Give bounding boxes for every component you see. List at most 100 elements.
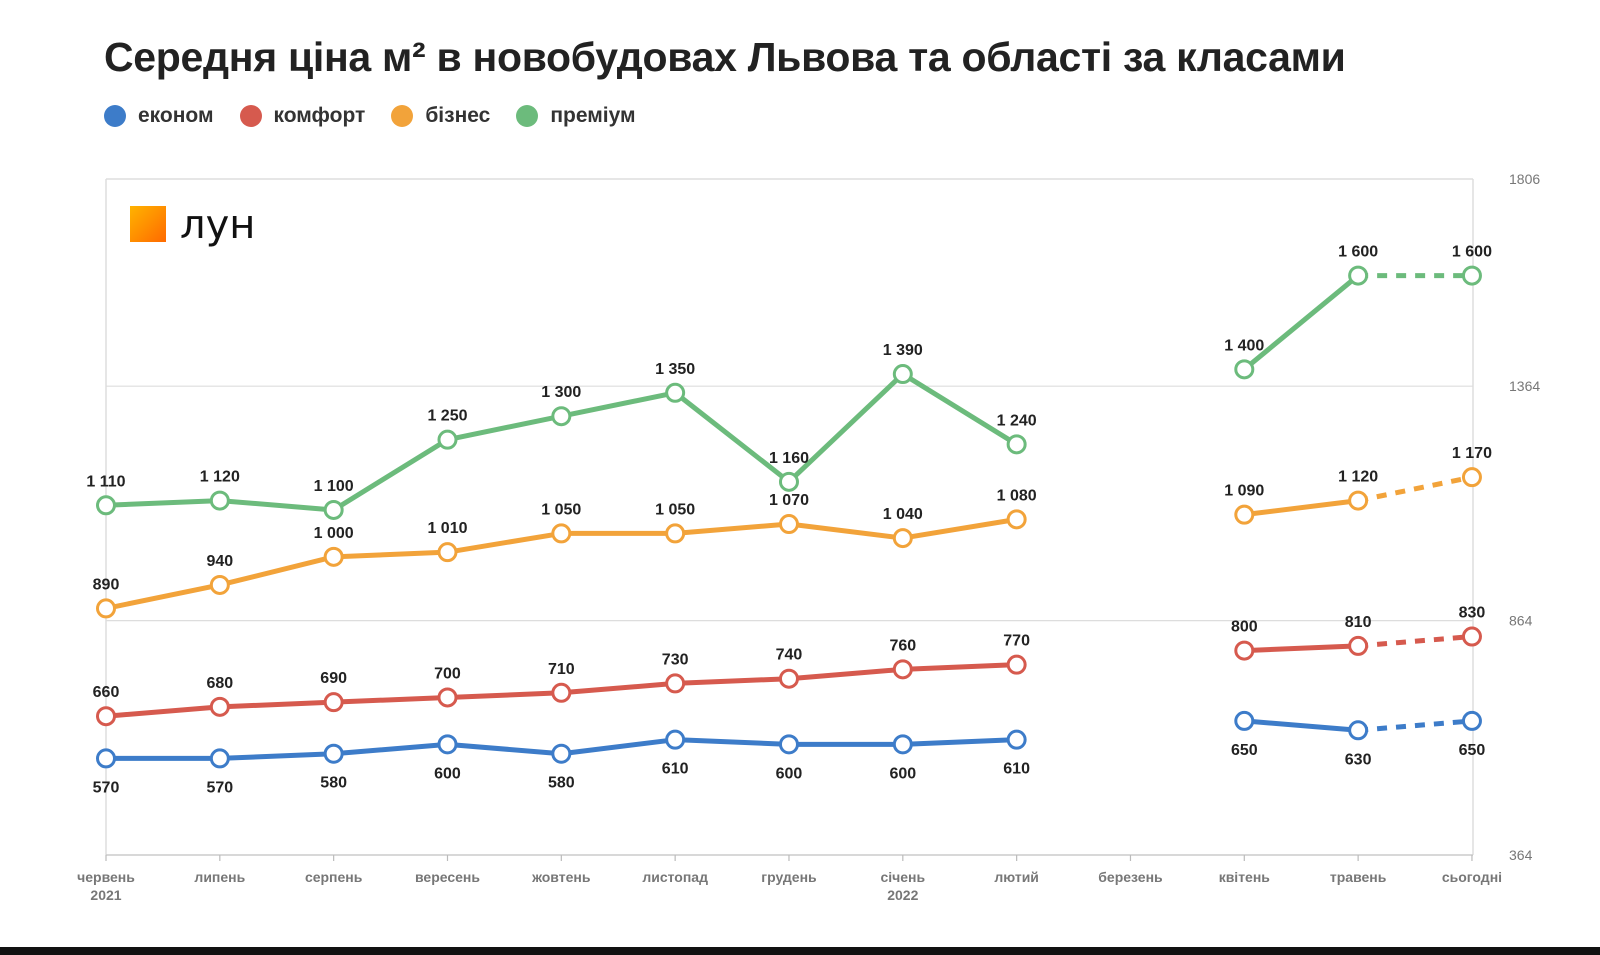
series-line-dashed xyxy=(1357,718,1473,733)
lun-logo-square-icon xyxy=(130,206,166,242)
series-line xyxy=(1241,498,1361,518)
data-label: 700 xyxy=(434,665,461,682)
legend-dot-business xyxy=(391,105,414,127)
x-tick-label: січень xyxy=(880,869,925,885)
data-label: 650 xyxy=(1459,742,1486,759)
data-point xyxy=(1234,359,1255,380)
data-label: 1 090 xyxy=(1224,483,1264,500)
x-tick-label: квітень xyxy=(1219,869,1271,885)
grid-lines xyxy=(105,178,1474,855)
x-tick-label: лютий xyxy=(994,869,1039,885)
data-label: 580 xyxy=(320,775,347,792)
data-label: 1 010 xyxy=(427,520,467,537)
data-point xyxy=(96,748,116,769)
x-tick-label: грудень xyxy=(761,869,817,885)
data-point xyxy=(96,706,116,727)
data-point xyxy=(323,692,344,713)
x-tick-label: листопад xyxy=(642,869,708,885)
data-labels: 570 570 580 600 580 610 600 600 610 650 630 650 660 6… xyxy=(86,244,1492,797)
data-point xyxy=(665,673,686,694)
series-line xyxy=(1241,273,1361,372)
legend-dot-econom xyxy=(104,105,126,127)
data-label: 760 xyxy=(889,637,916,654)
data-label: 610 xyxy=(662,761,689,778)
legend-item-business: бізнес xyxy=(391,104,490,128)
y-tick-label: 364 xyxy=(1509,847,1533,863)
data-label: 600 xyxy=(889,765,916,782)
legend-dot-comfort xyxy=(239,105,262,127)
legend-item-econom: економ xyxy=(104,104,214,128)
data-label: 1 050 xyxy=(655,501,695,518)
data-point xyxy=(1461,467,1482,488)
data-label: 710 xyxy=(548,661,575,678)
data-label: 1 390 xyxy=(883,342,923,359)
data-label: 1 600 xyxy=(1452,244,1492,261)
data-point xyxy=(323,743,344,764)
data-point xyxy=(1461,265,1482,286)
data-point xyxy=(209,748,230,769)
lun-logo: лун xyxy=(130,202,255,248)
data-label: 1 160 xyxy=(769,450,809,467)
data-label: 690 xyxy=(320,670,347,687)
data-point xyxy=(551,743,572,764)
data-label: 810 xyxy=(1345,614,1372,631)
data-label: 1 170 xyxy=(1452,445,1492,462)
x-tick-label: березень xyxy=(1098,869,1163,885)
data-point xyxy=(1348,635,1369,656)
legend-item-premium: преміум xyxy=(516,104,636,128)
legend-label-econom: економ xyxy=(138,104,214,127)
data-label: 570 xyxy=(206,779,233,796)
y-tick-label: 1364 xyxy=(1509,378,1540,394)
data-point xyxy=(209,574,230,595)
data-point xyxy=(892,364,913,385)
data-label: 890 xyxy=(93,576,120,593)
data-point xyxy=(1461,626,1482,647)
data-label: 600 xyxy=(434,765,461,782)
bottom-bar xyxy=(0,947,1600,955)
axes: 364 864 1364 1806 червень 2021 липень серпень ве… xyxy=(77,171,1540,903)
lun-logo-text: лун xyxy=(180,202,255,248)
data-label: 610 xyxy=(1003,761,1030,778)
data-point xyxy=(892,734,913,755)
data-label: 800 xyxy=(1231,619,1258,636)
data-point xyxy=(551,682,572,703)
x-tick-sublabel: 2022 xyxy=(887,887,918,903)
data-label: 1 100 xyxy=(314,478,354,495)
legend-item-comfort: комфорт xyxy=(239,104,366,128)
x-tick-label: травень xyxy=(1330,869,1387,885)
data-point xyxy=(437,429,458,450)
data-label: 660 xyxy=(93,684,120,701)
data-label: 680 xyxy=(206,675,233,692)
data-point xyxy=(437,687,458,708)
data-label: 830 xyxy=(1459,605,1486,622)
data-point xyxy=(551,406,572,427)
x-tick-label: червень xyxy=(77,869,135,885)
data-label: 1 600 xyxy=(1338,244,1378,261)
legend-label-premium: преміум xyxy=(550,104,636,127)
x-tick-label: сьогодні xyxy=(1442,869,1502,885)
data-point xyxy=(1234,710,1255,731)
data-point xyxy=(209,696,230,717)
data-label: 580 xyxy=(548,775,575,792)
legend-label-comfort: комфорт xyxy=(273,104,366,127)
data-point xyxy=(1006,509,1027,530)
data-point xyxy=(892,528,913,549)
data-label: 1 040 xyxy=(883,506,923,523)
x-tick-label: вересень xyxy=(415,869,480,885)
data-point xyxy=(1348,490,1369,511)
series-line xyxy=(1241,643,1361,654)
data-point xyxy=(665,523,686,544)
data-point xyxy=(1234,640,1255,661)
data-label: 1 250 xyxy=(427,408,467,425)
data-label: 940 xyxy=(206,553,233,570)
data-point xyxy=(778,668,799,689)
data-point xyxy=(323,546,344,567)
data-point xyxy=(665,729,686,750)
data-point xyxy=(1348,720,1369,741)
x-tick-label: жовтень xyxy=(531,869,591,885)
data-label: 740 xyxy=(776,647,803,664)
data-point xyxy=(892,659,913,680)
data-label: 650 xyxy=(1231,742,1258,759)
data-point xyxy=(1348,265,1369,286)
data-label: 730 xyxy=(662,651,689,668)
